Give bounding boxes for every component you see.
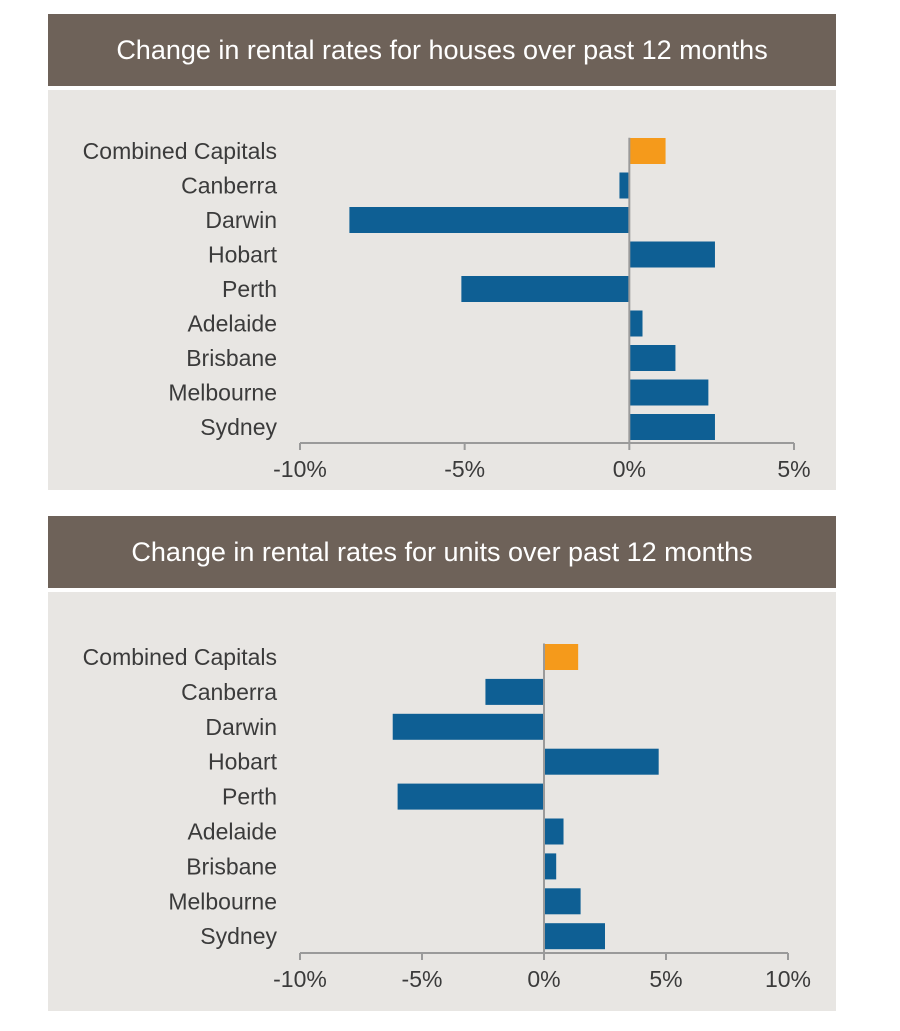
houses-bar-adelaide	[629, 310, 643, 337]
units-bar-chart: Combined Capitals Canberra Darwin Hobart Per…	[83, 643, 811, 992]
houses-bar-melbourne	[629, 379, 709, 406]
units-bar-brisbane	[544, 853, 557, 880]
units-category-label-sydney: Sydney	[200, 923, 277, 949]
units-category-label-brisbane: Brisbane	[186, 853, 277, 879]
units-x-tick-label: -5%	[402, 966, 443, 992]
houses-chart-title: Change in rental rates for houses over p…	[48, 14, 836, 86]
houses-category-label-combined-capitals: Combined Capitals	[83, 138, 277, 164]
houses-bar-canberra	[619, 172, 630, 199]
houses-category-label-sydney: Sydney	[200, 414, 277, 440]
houses-x-tick-label: 0%	[613, 456, 646, 482]
units-x-tick-label: 5%	[649, 966, 682, 992]
houses-bar-combined-capitals	[629, 138, 666, 164]
units-x-tick-label: -10%	[273, 966, 327, 992]
houses-bar-brisbane	[629, 345, 676, 371]
units-bar-hobart	[544, 748, 659, 775]
houses-category-label-darwin: Darwin	[205, 207, 277, 233]
units-bar-sydney	[544, 923, 605, 950]
houses-category-label-brisbane: Brisbane	[186, 345, 277, 371]
units-category-label-canberra: Canberra	[181, 679, 277, 705]
houses-x-tick-label: -5%	[444, 456, 485, 482]
units-category-label-combined-capitals: Combined Capitals	[83, 644, 277, 670]
units-bar-combined-capitals	[544, 644, 579, 670]
units-bar-melbourne	[544, 888, 581, 915]
units-category-label-adelaide: Adelaide	[187, 819, 277, 845]
houses-category-label-perth: Perth	[222, 276, 277, 302]
houses-chart-panel: Change in rental rates for houses over p…	[48, 14, 836, 490]
houses-bar-darwin	[349, 207, 630, 233]
houses-x-tick-label: -10%	[273, 456, 327, 482]
houses-category-label-hobart: Hobart	[208, 242, 278, 268]
houses-bar-perth	[461, 276, 630, 302]
houses-chart-body: Combined Capitals Canberra Darwin Hobart Per…	[48, 90, 836, 490]
units-bar-perth	[397, 783, 544, 810]
houses-x-tick-label: 5%	[777, 456, 810, 482]
units-x-tick-label: 0%	[527, 966, 560, 992]
units-bar-canberra	[485, 678, 544, 705]
houses-category-label-canberra: Canberra	[181, 173, 277, 199]
units-category-label-darwin: Darwin	[205, 714, 277, 740]
units-x-tick-label: 10%	[765, 966, 811, 992]
units-chart-title: Change in rental rates for units over pa…	[48, 516, 836, 588]
units-chart-panel: Change in rental rates for units over pa…	[48, 516, 836, 1011]
units-chart-body: Combined Capitals Canberra Darwin Hobart Per…	[48, 592, 836, 1011]
units-category-label-melbourne: Melbourne	[168, 888, 277, 914]
houses-bar-hobart	[629, 241, 715, 268]
units-category-label-hobart: Hobart	[208, 749, 278, 775]
houses-category-label-melbourne: Melbourne	[168, 380, 277, 406]
units-bar-darwin	[392, 713, 544, 740]
houses-category-label-adelaide: Adelaide	[187, 311, 277, 337]
houses-bar-sydney	[629, 414, 715, 440]
units-category-label-perth: Perth	[222, 784, 277, 810]
units-bar-adelaide	[544, 818, 564, 845]
houses-bar-chart: Combined Capitals Canberra Darwin Hobart Per…	[83, 137, 811, 482]
